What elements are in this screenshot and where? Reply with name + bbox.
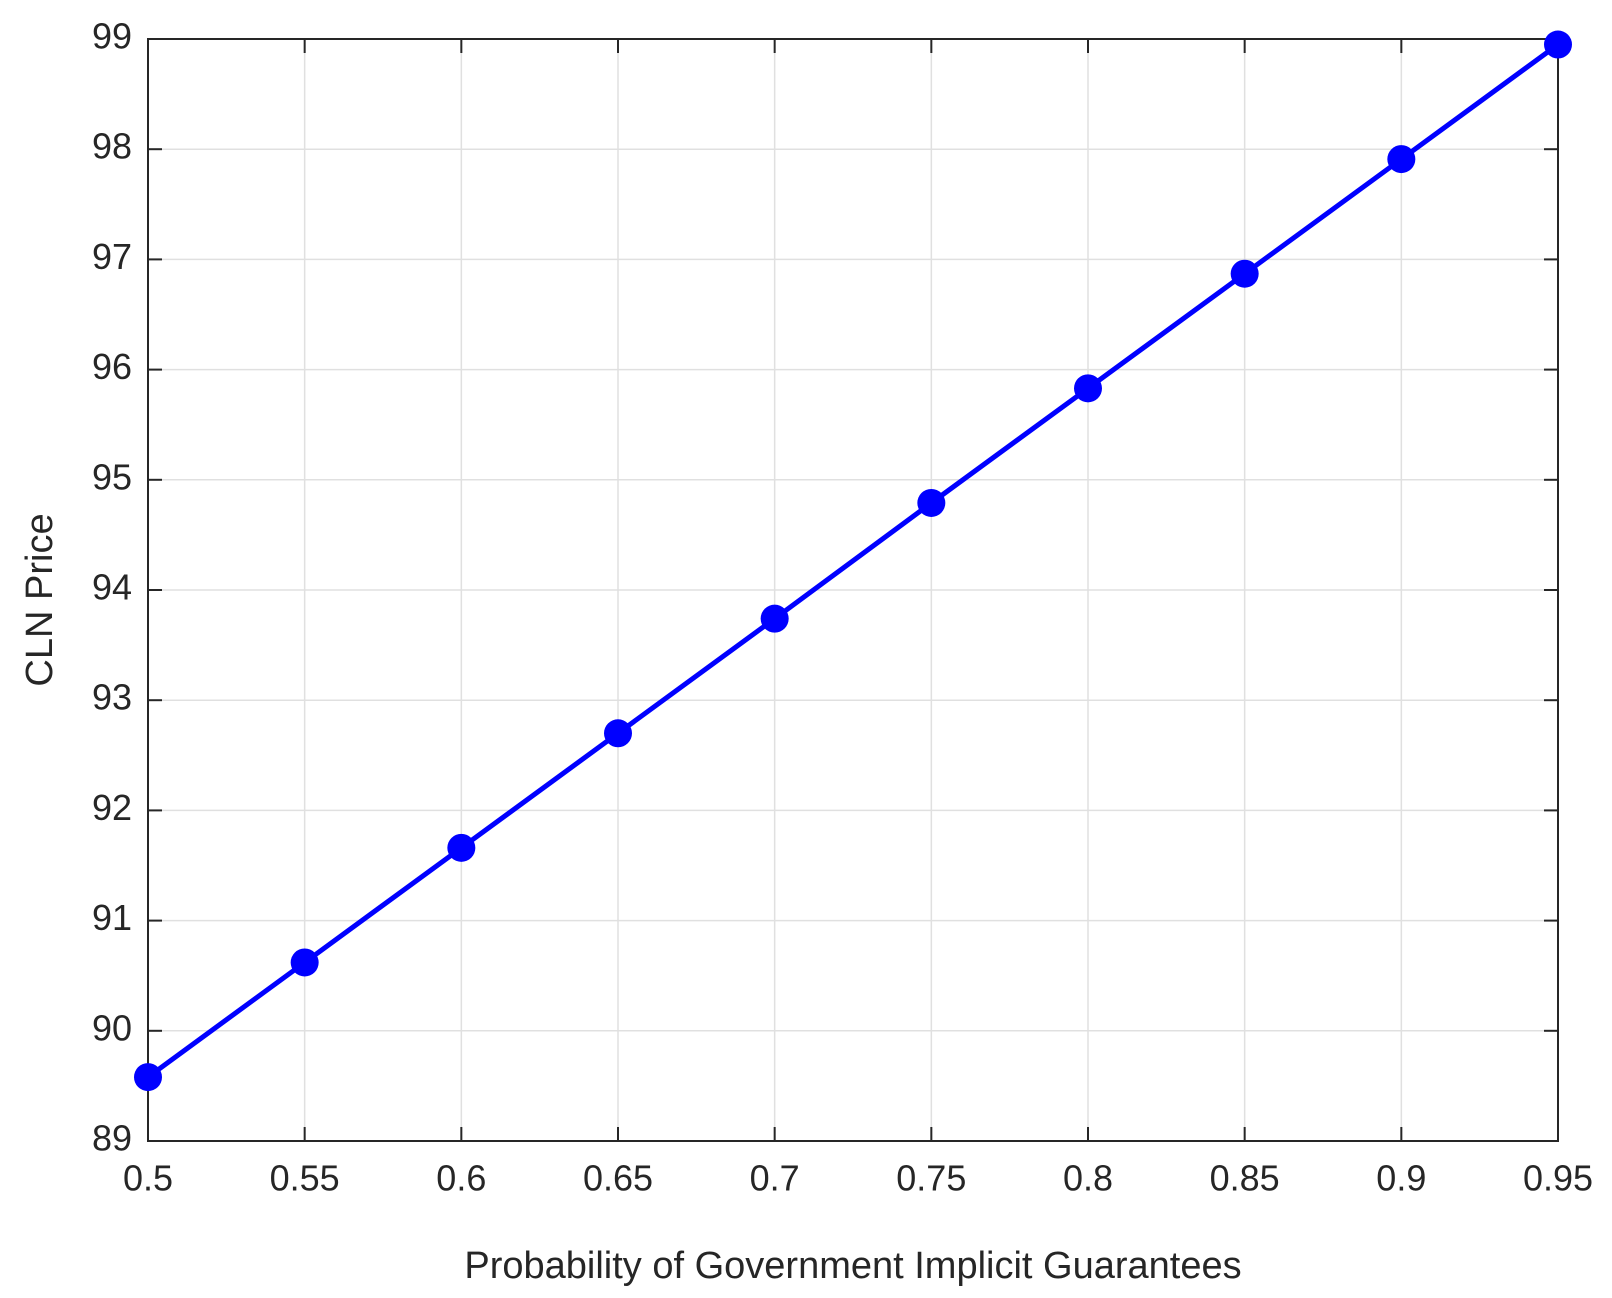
data-point [917, 488, 946, 517]
y-tick-label: 98 [92, 126, 132, 167]
y-tick-label: 97 [92, 236, 132, 277]
y-tick-label: 99 [92, 16, 132, 57]
x-tick-label: 0.85 [1210, 1158, 1280, 1199]
data-point [1230, 259, 1259, 288]
data-point [290, 948, 319, 977]
x-tick-label: 0.7 [750, 1158, 800, 1199]
y-tick-label: 96 [92, 346, 132, 387]
y-tick-label: 91 [92, 897, 132, 938]
data-point [760, 604, 789, 633]
x-tick-label: 0.8 [1063, 1158, 1113, 1199]
series-line [146, 42, 1560, 1080]
x-tick-label: 0.55 [270, 1158, 340, 1199]
axes-box [147, 38, 1559, 1142]
data-point [134, 1063, 162, 1092]
y-axis-label: CLN Price [19, 513, 61, 686]
x-tick-label: 0.9 [1376, 1158, 1426, 1199]
data-point [447, 833, 476, 862]
x-tick-label: 0.75 [896, 1158, 966, 1199]
y-tick-label: 92 [92, 787, 132, 828]
x-tick-label: 0.6 [436, 1158, 486, 1199]
x-tick-label: 0.95 [1523, 1158, 1593, 1199]
x-axis-label: Probability of Government Implicit Guara… [464, 1245, 1241, 1287]
x-tick-label: 0.65 [583, 1158, 653, 1199]
y-tick-label: 94 [92, 567, 132, 608]
y-tick-label: 93 [92, 677, 132, 718]
y-tick-label: 89 [92, 1118, 132, 1159]
y-tick-label: 90 [92, 1007, 132, 1048]
x-tick-label: 0.5 [123, 1158, 173, 1199]
data-point [1544, 30, 1572, 59]
data-point [604, 719, 632, 748]
data-point [1387, 145, 1416, 174]
data-point [1074, 374, 1102, 403]
y-tick-label: 95 [92, 456, 132, 497]
